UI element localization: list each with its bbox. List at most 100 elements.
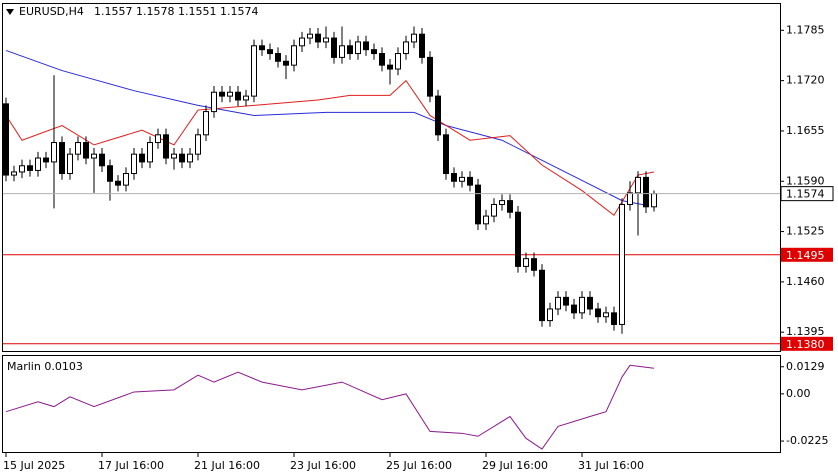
- y-tick-label: -0.0225: [786, 434, 828, 447]
- candle-body: [411, 33, 417, 43]
- candle-body: [419, 33, 425, 58]
- candle-body: [587, 296, 593, 310]
- header-high: 1.1578: [136, 5, 175, 18]
- y-tick-label: 0.00: [786, 387, 811, 400]
- candle-body: [275, 53, 281, 62]
- candle-body: [643, 176, 649, 208]
- candle-body: [323, 37, 329, 43]
- candle-body: [315, 33, 321, 43]
- candle-body: [459, 176, 465, 182]
- candle-body: [347, 45, 353, 55]
- candle-body: [363, 41, 369, 51]
- candle-body: [563, 296, 569, 306]
- candle-body: [75, 142, 81, 155]
- y-tick-label: 1.1720: [786, 74, 825, 87]
- candle-body: [547, 308, 553, 322]
- candle-body: [195, 134, 201, 155]
- moving-average: [5, 79, 655, 217]
- y-tick-label: 0.0129: [786, 360, 825, 373]
- candle-body: [131, 153, 137, 175]
- candle-body: [427, 56, 433, 97]
- candle-body: [291, 45, 297, 66]
- candle-body: [203, 111, 209, 136]
- header-open: 1.1557: [94, 5, 133, 18]
- last-price-box: [780, 186, 834, 202]
- candle-body: [475, 184, 481, 225]
- candle-body: [619, 203, 625, 325]
- chart-title: EURUSD,H4: [19, 5, 84, 18]
- candle-body: [171, 153, 177, 159]
- candle-body: [115, 180, 121, 186]
- candle-body: [539, 269, 545, 322]
- candle-body: [251, 45, 257, 97]
- y-tick-label: 1.1395: [786, 325, 825, 338]
- candle-body: [579, 296, 585, 314]
- candle-body: [451, 173, 457, 182]
- menu-triangle: [6, 9, 14, 15]
- last-price-label: 1.1574: [786, 188, 825, 201]
- candle-body: [379, 53, 385, 66]
- candle-body: [163, 134, 169, 159]
- candle-body: [99, 153, 105, 167]
- x-tick-label: 17 Jul 16:00: [98, 459, 164, 472]
- candle-body: [491, 203, 497, 217]
- candle-body: [51, 142, 57, 163]
- candle-body: [283, 60, 289, 66]
- candle-body: [443, 134, 449, 175]
- candle-body: [523, 258, 529, 267]
- candle-body: [403, 41, 409, 55]
- candle-body: [635, 176, 641, 194]
- candle-body: [595, 308, 601, 318]
- y-tick-label: 1.1525: [786, 225, 825, 238]
- level-label: 1.1380: [786, 338, 825, 351]
- level-label: 1.1495: [786, 249, 825, 262]
- y-tick-label: 1.1460: [786, 275, 825, 288]
- moving-average: [5, 49, 647, 206]
- candle-body: [515, 211, 521, 267]
- candle-body: [627, 192, 633, 205]
- candle-body: [59, 142, 65, 175]
- candle-body: [307, 33, 313, 39]
- x-tick-label: 31 Jul 16:00: [578, 459, 644, 472]
- candle-body: [107, 165, 113, 182]
- level-label-box: [781, 336, 833, 351]
- main-panel: [2, 3, 781, 352]
- candle-body: [227, 91, 233, 97]
- candle-body: [3, 103, 9, 176]
- candle-body: [259, 45, 265, 51]
- candle-body: [35, 157, 41, 171]
- x-tick-label: 29 Jul 16:00: [482, 459, 548, 472]
- oscillator-line: [5, 364, 655, 450]
- candle-body: [219, 91, 225, 97]
- candle-body: [435, 95, 441, 136]
- candle-body: [19, 165, 25, 173]
- header-low: 1.1551: [178, 5, 217, 18]
- header-close: 1.1574: [220, 5, 259, 18]
- x-tick-label: 23 Jul 16:00: [290, 459, 356, 472]
- candle-body: [331, 37, 337, 58]
- indicator-title: Marlin 0.0103: [7, 360, 83, 373]
- y-tick-label: 1.1655: [786, 124, 825, 137]
- x-tick-label: 15 Jul 2025: [3, 459, 65, 472]
- candle-body: [11, 171, 17, 176]
- candle-body: [299, 37, 305, 47]
- candle-body: [139, 153, 145, 163]
- y-tick-label: 1.1785: [786, 23, 825, 36]
- candle-body: [267, 49, 273, 55]
- candle-body: [91, 153, 97, 159]
- candle-body: [83, 142, 89, 159]
- candle-body: [531, 258, 537, 271]
- candle-body: [235, 91, 241, 101]
- candle-body: [211, 91, 217, 113]
- x-tick-label: 21 Jul 16:00: [194, 459, 260, 472]
- candle-body: [499, 200, 505, 205]
- candle-body: [155, 134, 161, 144]
- candle-body: [179, 153, 185, 163]
- candle-body: [187, 153, 193, 163]
- candle-body: [603, 312, 609, 318]
- candle-body: [27, 165, 33, 171]
- candle-body: [339, 45, 345, 58]
- candle-body: [43, 157, 49, 163]
